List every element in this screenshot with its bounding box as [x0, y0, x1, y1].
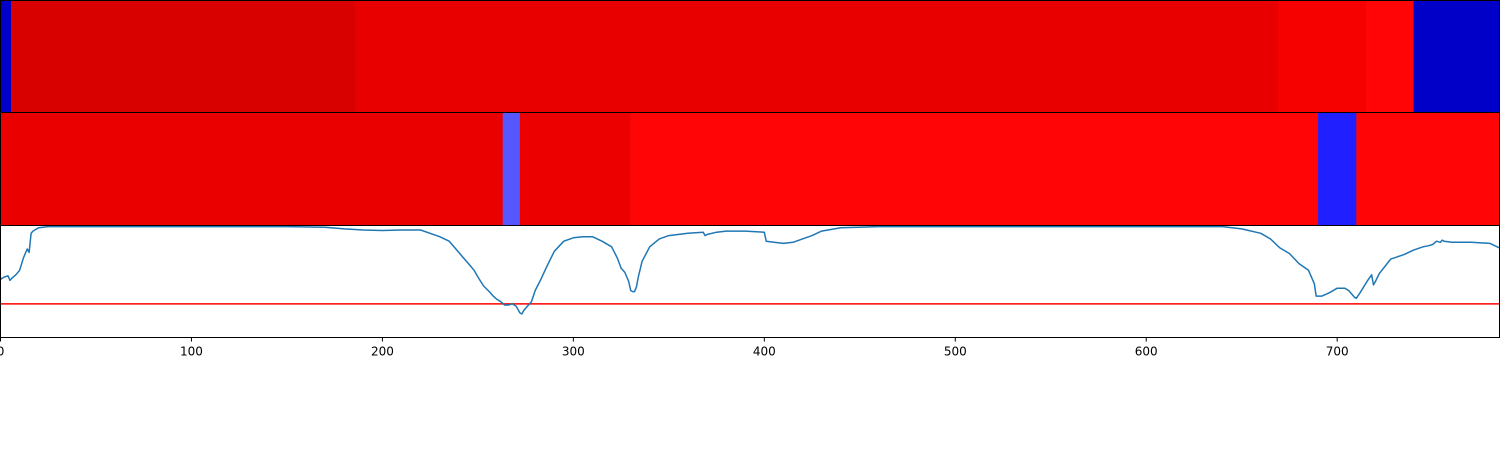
heatmap-panel-top [0, 0, 1500, 113]
plot-background [0, 225, 1500, 338]
heatmap-cell [1413, 0, 1500, 113]
heatmap-cell [11, 0, 356, 113]
line-plot-panel [0, 225, 1500, 338]
heatmap-cell [519, 112, 631, 226]
heatmap-cell [1365, 0, 1414, 113]
heatmap-cell [1318, 112, 1357, 226]
x-tick-label: 100 [180, 345, 203, 359]
x-tick-label: 200 [371, 345, 394, 359]
heatmap-cell [1356, 112, 1500, 226]
heatmap-panel-middle [0, 112, 1500, 226]
x-tick-label: 0 [0, 345, 4, 359]
x-tick-label: 700 [1326, 345, 1349, 359]
series-line [0, 225, 1500, 315]
heatmap-cell [1277, 0, 1367, 113]
heatmap-cell [630, 112, 1319, 226]
heatmap-cell [0, 112, 504, 226]
heatmap-cell [355, 0, 1279, 113]
x-tick-label: 500 [944, 345, 967, 359]
x-tick-label: 600 [1135, 345, 1158, 359]
heatmap-cell [502, 112, 521, 226]
x-axis: 0 100 200 300 400 500 600 700 [0, 337, 1349, 359]
x-tick-label: 400 [753, 345, 776, 359]
heatmap-cell [0, 0, 12, 113]
x-tick-label: 300 [562, 345, 585, 359]
